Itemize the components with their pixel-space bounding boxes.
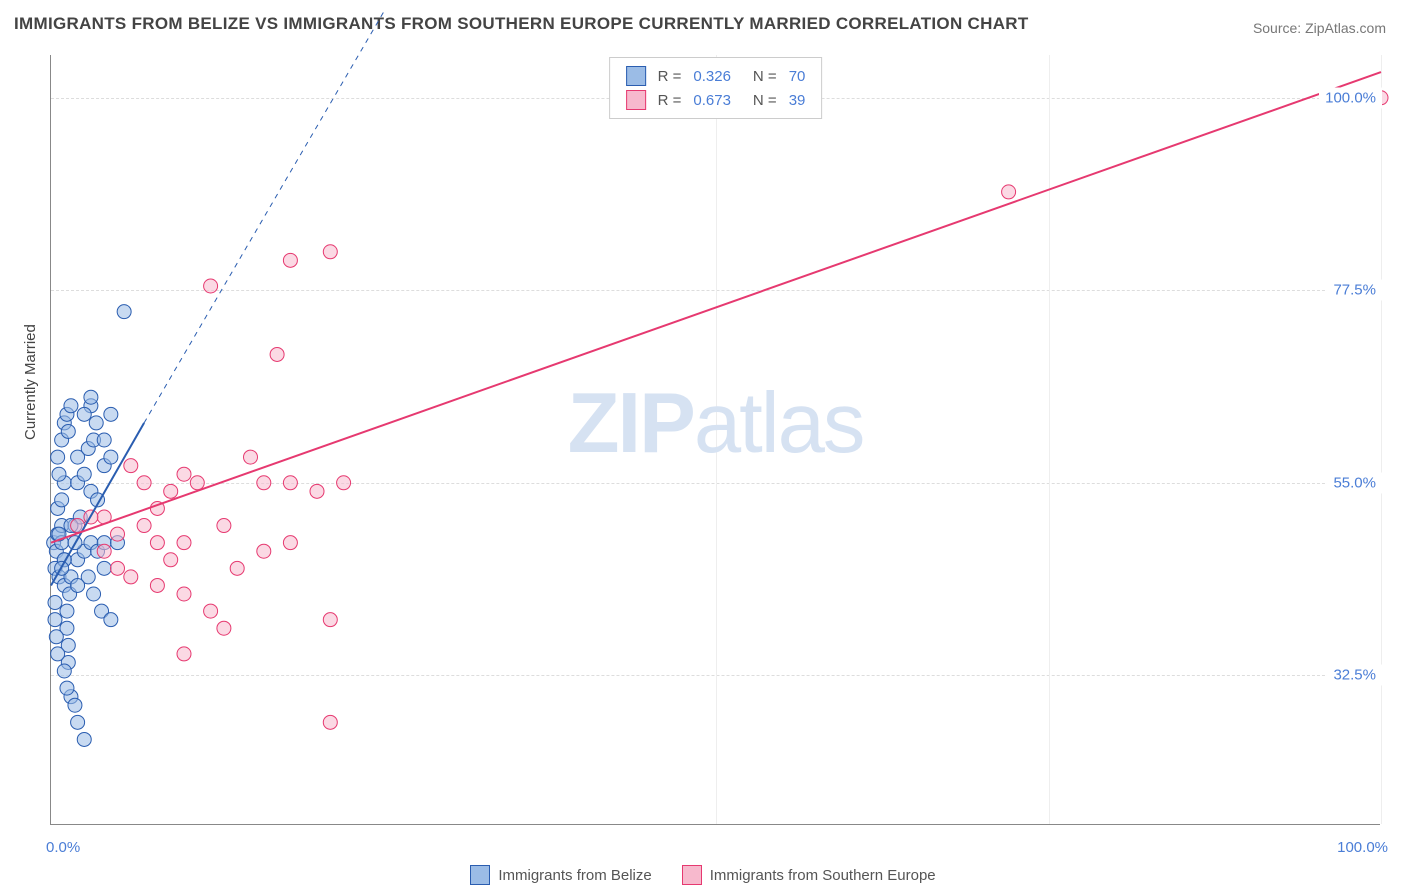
y-tick-label: 32.5%: [1327, 665, 1382, 686]
legend-row: R = 0.673 N = 39: [626, 88, 806, 112]
source-label: Source: ZipAtlas.com: [1253, 20, 1386, 36]
trend-line: [51, 72, 1381, 543]
y-tick-label: 100.0%: [1319, 87, 1382, 108]
data-point: [117, 305, 131, 319]
legend-r-value: 0.673: [693, 92, 731, 109]
data-point: [71, 715, 85, 729]
data-point: [48, 613, 62, 627]
data-point: [97, 561, 111, 575]
data-point: [111, 527, 125, 541]
data-point: [217, 519, 231, 533]
data-point: [204, 604, 218, 618]
series-legend-label: Immigrants from Southern Europe: [710, 867, 936, 884]
data-point: [104, 450, 118, 464]
data-point: [61, 424, 75, 438]
x-tick-right: 100.0%: [1337, 839, 1388, 856]
data-point: [104, 613, 118, 627]
data-point: [337, 476, 351, 490]
y-axis-label: Currently Married: [22, 324, 39, 440]
data-point: [190, 476, 204, 490]
legend-n-value: 70: [789, 68, 806, 85]
data-point: [77, 732, 91, 746]
data-point: [323, 613, 337, 627]
data-point: [60, 681, 74, 695]
data-point: [111, 561, 125, 575]
trend-line-extrapolated: [144, 12, 383, 423]
legend-r-label: R =: [658, 68, 682, 85]
data-point: [137, 476, 151, 490]
legend-swatch: [626, 66, 646, 86]
legend-r-label: R =: [658, 92, 682, 109]
legend-swatch: [682, 865, 702, 885]
data-point: [124, 459, 138, 473]
chart-plot-area: ZIPatlas R =0.326N =70R =0.673N =39 32.5…: [50, 55, 1380, 825]
data-point: [64, 399, 78, 413]
data-point: [164, 553, 178, 567]
data-point: [230, 561, 244, 575]
series-legend-item: Immigrants from Belize: [470, 865, 651, 885]
data-point: [77, 467, 91, 481]
data-point: [164, 484, 178, 498]
data-point: [60, 604, 74, 618]
data-point: [137, 519, 151, 533]
y-tick-label: 55.0%: [1327, 472, 1382, 493]
legend-swatch: [626, 90, 646, 110]
data-point: [177, 467, 191, 481]
legend-row: R = 0.326 N = 70: [626, 64, 806, 88]
data-point: [310, 484, 324, 498]
data-point: [55, 493, 69, 507]
data-point: [257, 544, 271, 558]
data-point: [323, 715, 337, 729]
data-point: [49, 630, 63, 644]
data-point: [204, 279, 218, 293]
chart-title: IMMIGRANTS FROM BELIZE VS IMMIGRANTS FRO…: [14, 14, 1029, 34]
correlation-legend: R = 0.326 N = 70 R = 0.673 N = 39: [609, 57, 823, 119]
data-point: [124, 570, 138, 584]
data-point: [89, 416, 103, 430]
data-point: [257, 476, 271, 490]
data-point: [51, 647, 65, 661]
data-point: [177, 647, 191, 661]
data-point: [52, 467, 66, 481]
data-point: [104, 407, 118, 421]
data-point: [323, 245, 337, 259]
y-tick-label: 77.5%: [1327, 280, 1382, 301]
series-legend-label: Immigrants from Belize: [498, 867, 651, 884]
data-point: [51, 450, 65, 464]
x-tick-left: 0.0%: [46, 839, 80, 856]
data-point: [57, 664, 71, 678]
data-point: [1002, 185, 1016, 199]
data-point: [150, 536, 164, 550]
data-point: [283, 253, 297, 267]
gridline-v: [1381, 55, 1382, 824]
series-legend: Immigrants from Belize Immigrants from So…: [0, 865, 1406, 885]
data-point: [77, 407, 91, 421]
data-point: [283, 536, 297, 550]
legend-swatch: [470, 865, 490, 885]
legend-r-value: 0.326: [693, 68, 731, 85]
data-point: [68, 698, 82, 712]
data-point: [177, 536, 191, 550]
data-point: [177, 587, 191, 601]
series-legend-item: Immigrants from Southern Europe: [682, 865, 936, 885]
data-point: [150, 578, 164, 592]
data-point: [270, 347, 284, 361]
scatter-svg: [51, 55, 1380, 824]
data-point: [48, 596, 62, 610]
data-point: [283, 476, 297, 490]
legend-n-label: N =: [753, 68, 777, 85]
data-point: [71, 578, 85, 592]
data-point: [97, 433, 111, 447]
data-point: [244, 450, 258, 464]
data-point: [84, 390, 98, 404]
data-point: [87, 587, 101, 601]
legend-n-label: N =: [753, 92, 777, 109]
legend-n-value: 39: [789, 92, 806, 109]
data-point: [217, 621, 231, 635]
data-point: [97, 544, 111, 558]
